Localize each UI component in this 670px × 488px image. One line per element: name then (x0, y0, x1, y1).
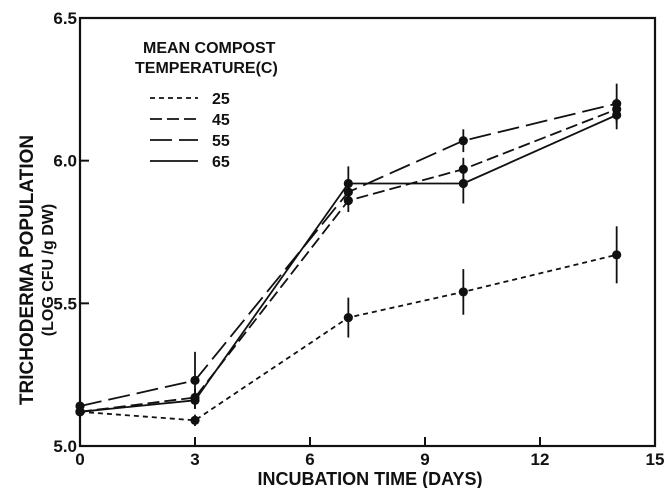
series-25 (75, 226, 622, 427)
x-tick-label: 0 (75, 450, 84, 469)
x-tick-label: 6 (305, 450, 314, 469)
data-point (458, 287, 468, 297)
data-point (190, 395, 200, 405)
legend-label-55: 55 (212, 133, 230, 150)
data-point (75, 407, 85, 417)
series-line-65 (79, 114, 618, 413)
data-point (612, 110, 622, 120)
series-line-45 (79, 108, 618, 413)
x-axis-label: INCUBATION TIME (DAYS) (258, 469, 483, 488)
x-tick-label: 9 (420, 450, 429, 469)
data-point (343, 313, 353, 323)
x-tick-label: 3 (190, 450, 199, 469)
series-65 (75, 100, 622, 418)
legend-label-45: 45 (212, 112, 230, 129)
y-axis-label-line1: TRICHODERMA POPULATION (17, 135, 38, 405)
data-point (612, 250, 622, 260)
y-tick-label: 6.5 (53, 9, 77, 28)
x-tick-label: 12 (531, 450, 550, 469)
series-45 (75, 97, 622, 418)
data-point (190, 375, 200, 385)
y-tick-label: 5.0 (53, 437, 77, 456)
axis-ticks: 0 3 6 9 12 15 5.0 5.5 6.0 6.5 (53, 9, 664, 469)
x-tick-label: 15 (646, 450, 665, 469)
plot-frame (78, 16, 657, 448)
legend-label-25: 25 (212, 91, 230, 108)
series-55 (75, 83, 622, 412)
data-point (458, 136, 468, 146)
legend-title-line1: MEAN COMPOST (143, 40, 276, 57)
series-line-55 (79, 102, 617, 407)
y-axis-label-line2: (LOG CFU /g DW) (40, 204, 57, 336)
legend-title-line2: TEMPERATURE(C) (135, 60, 278, 77)
y-tick-label: 6.0 (53, 152, 77, 171)
data-point (190, 415, 200, 425)
series-layer (75, 83, 622, 427)
plot-border (78, 16, 657, 448)
legend: MEAN COMPOST TEMPERATURE(C) 25 45 55 65 (135, 40, 278, 171)
data-point (458, 178, 468, 189)
data-point (343, 178, 353, 189)
legend-label-65: 65 (212, 154, 230, 171)
y-tick-label: 5.5 (53, 294, 77, 313)
